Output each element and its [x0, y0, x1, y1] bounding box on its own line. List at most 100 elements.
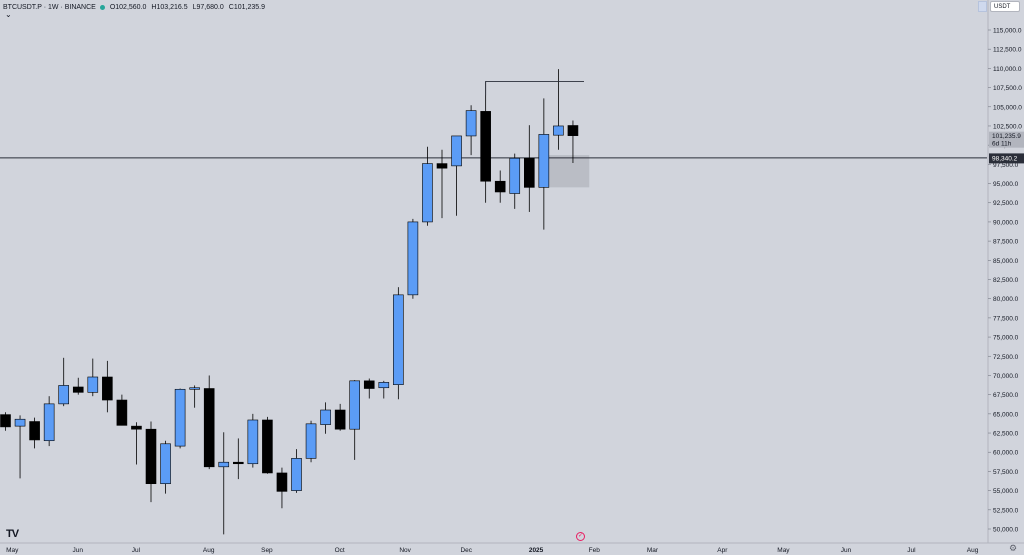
- time-tick-label: Aug: [203, 547, 215, 554]
- candle-body: [363, 380, 375, 389]
- candle-body: [58, 385, 70, 405]
- time-tick-label: Mar: [647, 547, 659, 554]
- candle: [131, 422, 142, 465]
- candle: [189, 385, 200, 408]
- currency-selector[interactable]: USDT: [990, 1, 1020, 12]
- price-tick-label: 55,000.0: [993, 488, 1019, 495]
- candle: [393, 287, 404, 400]
- candle: [494, 170, 506, 203]
- candle: [305, 420, 317, 463]
- price-tick-label: 110,000.0: [993, 66, 1022, 73]
- candle-body: [480, 111, 491, 182]
- time-tick-label: Aug: [967, 547, 979, 554]
- price-tick-label: 112,500.0: [993, 47, 1022, 54]
- candle-body: [145, 428, 157, 485]
- candle-body: [393, 294, 404, 385]
- legend-close: C101,235.9: [228, 3, 265, 11]
- candle: [436, 149, 448, 219]
- candle-body: [72, 386, 84, 393]
- candle: [116, 394, 128, 426]
- candle-body: [87, 376, 99, 393]
- candle: [291, 449, 302, 493]
- candle: [523, 125, 535, 212]
- price-tick-label: 77,500.0: [993, 315, 1019, 322]
- candle: [363, 378, 375, 399]
- symbol-legend[interactable]: BTCUSDT.P · 1W · BINANCE O102,560.0 H103…: [3, 1, 265, 13]
- time-tick-label: Jun: [73, 547, 84, 554]
- time-axis: May Jun Jul Aug Sep Oct Nov Dec 2025 Feb Mar Apr May…: [0, 542, 1024, 554]
- candle: [145, 421, 157, 503]
- candle-body: [451, 135, 462, 167]
- scale-mode-button[interactable]: [978, 1, 987, 12]
- candle-body: [29, 421, 40, 441]
- candle: [422, 146, 433, 226]
- candle-body: [494, 180, 506, 193]
- chevron-down-icon[interactable]: ⌄: [5, 10, 12, 19]
- candles-layer: [0, 69, 579, 535]
- price-tick-label: 107,500.0: [993, 85, 1022, 92]
- current-price-label: 101,235.9: [992, 133, 1021, 140]
- price-tick-label: 80,000.0: [993, 296, 1019, 303]
- legend-open: O102,560.0: [109, 3, 147, 11]
- candle-body: [218, 461, 230, 468]
- candle-body: [334, 409, 346, 430]
- line-price-label: 98,340.2: [992, 155, 1018, 162]
- price-tick-label: 50,000.0: [993, 527, 1019, 534]
- price-tick-label: 82,500.0: [993, 277, 1019, 284]
- price-tick-label: 72,500.0: [993, 354, 1019, 361]
- candle-body: [43, 403, 55, 442]
- time-tick-label: May: [6, 547, 19, 554]
- candle-body: [465, 110, 477, 137]
- price-tick-label: 62,500.0: [993, 431, 1019, 438]
- price-tick-label: 97,500.0: [993, 162, 1019, 169]
- market-status-icon: [99, 4, 105, 10]
- price-tick-label: 67,500.0: [993, 392, 1019, 399]
- price-tick-label: 115,000.0: [993, 28, 1022, 35]
- candle-body: [436, 163, 448, 169]
- time-tick-label: Dec: [460, 547, 472, 554]
- price-tick-label: 90,000.0: [993, 219, 1019, 226]
- candle: [276, 467, 288, 509]
- candle-body: [538, 134, 550, 188]
- time-tick-label: May: [777, 547, 790, 554]
- candle: [451, 135, 462, 216]
- candle: [349, 380, 361, 460]
- price-axis: 50,000.0 52,500.0 55,000.0 57,500.0 60,000.0…: [987, 0, 1024, 555]
- candle: [218, 432, 230, 535]
- candle: [567, 120, 579, 163]
- candle: [14, 415, 26, 479]
- price-tick-label: 52,500.0: [993, 507, 1019, 514]
- line-price-box: [989, 153, 1024, 164]
- time-tick-label: 2025: [529, 547, 544, 554]
- candle: [538, 98, 550, 230]
- price-tick-label: 87,500.0: [993, 239, 1019, 246]
- time-tick-label: Jul: [132, 547, 141, 554]
- candle-body: [509, 157, 521, 194]
- price-tick-label: 105,000.0: [993, 104, 1022, 111]
- symbol-title[interactable]: BTCUSDT.P · 1W · BINANCE: [3, 3, 96, 11]
- gear-icon[interactable]: ⚙: [1008, 543, 1018, 553]
- candle: [407, 218, 419, 299]
- candle: [102, 360, 113, 413]
- event-marker-icon[interactable]: ✓: [576, 532, 585, 541]
- candle: [72, 377, 84, 395]
- candle: [43, 396, 55, 447]
- candle-body: [567, 125, 579, 136]
- legend-high: H103,216.5: [151, 3, 188, 11]
- current-price-box: [989, 131, 1024, 148]
- candle: [465, 105, 477, 156]
- candle: [29, 417, 40, 449]
- candle-body: [276, 472, 288, 492]
- candle-body: [349, 380, 361, 430]
- candle: [203, 375, 215, 470]
- candle-body: [378, 382, 390, 389]
- legend-low: L97,680.0: [192, 3, 224, 11]
- price-tick-label: 92,500.0: [993, 200, 1019, 207]
- candle: [0, 412, 11, 431]
- price-tick-label: 75,000.0: [993, 335, 1019, 342]
- candle: [160, 440, 171, 494]
- candle: [378, 380, 390, 399]
- candle-body: [0, 414, 11, 428]
